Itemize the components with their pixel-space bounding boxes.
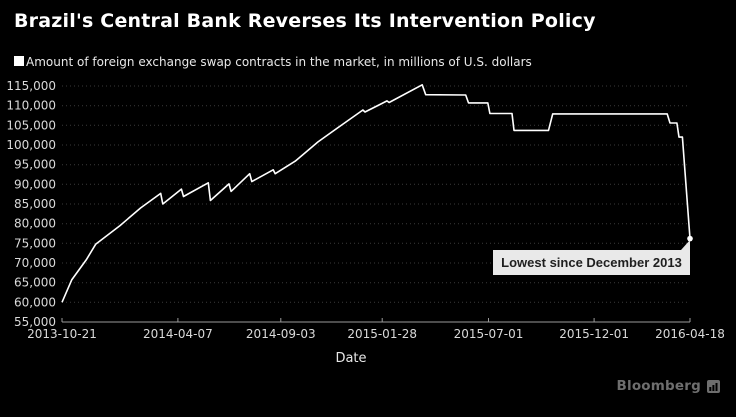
x-tick-label: 2015-07-01 — [454, 327, 524, 341]
annotation-callout: Lowest since December 2013 — [493, 240, 690, 275]
y-tick-label: 85,000 — [14, 197, 56, 211]
y-tick-label: 105,000 — [6, 118, 56, 132]
chart-title: Brazil's Central Bank Reverses Its Inter… — [14, 10, 596, 32]
x-tick-label: 2015-12-01 — [559, 327, 629, 341]
y-tick-label: 75,000 — [14, 236, 56, 250]
x-tick-label: 2015-01-28 — [347, 327, 417, 341]
x-tick-label: 2013-10-21 — [27, 327, 97, 341]
bar-chart-icon — [707, 379, 720, 393]
y-tick-label: 115,000 — [6, 79, 56, 93]
x-axis-title: Date — [335, 351, 367, 366]
y-tick-label: 90,000 — [14, 177, 56, 191]
footer-brand: Bloomberg — [617, 378, 720, 394]
y-tick-label: 110,000 — [6, 99, 56, 113]
brand-name: Bloomberg — [616, 378, 701, 394]
series-line — [61, 84, 691, 303]
y-tick-label: 65,000 — [14, 276, 56, 290]
y-tick-label: 70,000 — [14, 256, 56, 270]
y-tick-label: 100,000 — [6, 138, 56, 152]
y-tick-label: 55,000 — [14, 315, 56, 329]
y-tick-label: 60,000 — [14, 295, 56, 309]
x-tick-label: 2014-09-03 — [246, 327, 316, 341]
legend: Amount of foreign exchange swap contract… — [14, 55, 532, 69]
legend-label: Amount of foreign exchange swap contract… — [26, 55, 532, 69]
y-tick-label: 80,000 — [14, 217, 56, 231]
legend-swatch-icon — [14, 56, 24, 66]
y-tick-label: 95,000 — [14, 158, 56, 172]
x-tick-label: 2016-04-18 — [655, 327, 725, 341]
x-tick-label: 2014-04-07 — [143, 327, 213, 341]
